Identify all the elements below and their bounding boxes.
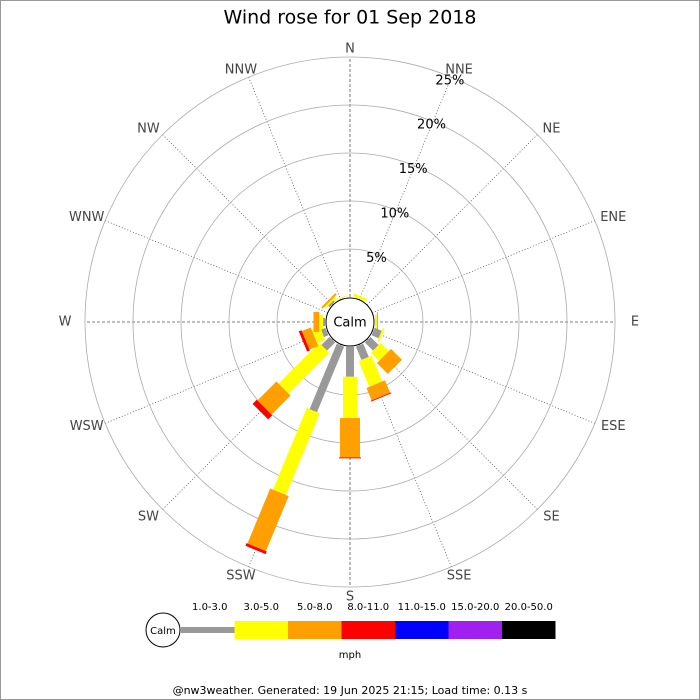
spoke (349, 321, 452, 567)
bars (245, 293, 402, 555)
bar-segment (319, 315, 324, 329)
spoke (248, 77, 351, 323)
legend-label: 20.0-50.0 (505, 602, 553, 613)
direction-label: NNW (225, 62, 257, 77)
legend-swatch (341, 621, 395, 639)
bar-segment (278, 342, 330, 394)
bar-segment (301, 327, 319, 350)
r-tick-label: 5% (366, 251, 387, 266)
bar-segment (298, 330, 310, 352)
direction-label: ENE (600, 210, 626, 225)
legend-swatch (448, 621, 502, 639)
direction-label: W (59, 315, 72, 330)
direction-label: SE (543, 510, 559, 525)
direction-label: SW (138, 510, 159, 525)
bar-segment (364, 336, 379, 351)
spoke (105, 321, 351, 424)
ring (132, 104, 568, 540)
bar-segment (377, 328, 385, 342)
direction-label: WNW (69, 210, 105, 225)
bar-segment (313, 312, 320, 332)
r-tick-label: 15% (399, 162, 428, 177)
bar-segment (355, 343, 369, 360)
bar-segment (376, 312, 378, 332)
spoke (162, 134, 351, 323)
bar-segment (247, 488, 289, 552)
bar-segment (343, 376, 357, 419)
bar-segment (272, 408, 320, 496)
spoke (349, 77, 452, 323)
spoke (105, 220, 351, 323)
bar-segment (340, 418, 360, 458)
spoke (349, 321, 538, 510)
bar-segment (358, 355, 383, 387)
legend: Calm mph 1.0-3.0 3.0-5.0 5.0-8.0 8.0-11.0 11… (145, 602, 556, 661)
bar-segment (366, 380, 391, 401)
bar-segment (370, 392, 392, 402)
legend-units: mph (339, 650, 361, 661)
direction-label: ESE (601, 419, 626, 434)
legend-swatch (181, 627, 235, 633)
legend-label: 3.0-5.0 (244, 602, 279, 613)
legend-label: 8.0-11.0 (347, 602, 389, 613)
direction-label: NW (137, 121, 160, 136)
direction-label: N (345, 42, 355, 57)
direction-label: WSW (70, 419, 104, 434)
direction-label: SSE (447, 569, 472, 584)
bar-segment (346, 347, 354, 377)
footer: @nw3weather. Generated: 19 Jun 2025 21:1… (173, 684, 528, 697)
spoke (349, 134, 538, 323)
bar-segment (321, 293, 337, 309)
legend-label: 11.0-15.0 (398, 602, 446, 613)
bar-segment (375, 315, 377, 329)
direction-label: NNE (445, 62, 473, 77)
bar-segment (376, 348, 402, 374)
r-tick-label: 25% (435, 73, 464, 88)
r-tick-label: 10% (380, 206, 409, 221)
legend-calm (145, 612, 181, 648)
bar-segment (333, 295, 347, 302)
legend-label: 15.0-20.0 (451, 602, 499, 613)
bar-segment (339, 457, 361, 459)
calm-label: Calm (333, 316, 366, 331)
direction-label: E (631, 315, 639, 330)
bar-segment (309, 343, 345, 413)
spoke (349, 321, 595, 424)
bar-segment (371, 327, 382, 339)
calm-circle (325, 297, 375, 347)
legend-label: 5.0-8.0 (297, 602, 332, 613)
direction-label: NE (543, 121, 561, 136)
bar-segment (245, 543, 267, 555)
bar-segment (370, 342, 389, 361)
spoke (162, 321, 351, 510)
direction-label: SSW (226, 569, 256, 584)
r-tick-label: 20% (417, 118, 446, 133)
bar-segment (323, 318, 325, 326)
bar-segment (252, 399, 273, 420)
bar-segment (257, 381, 291, 415)
legend-swatch (234, 621, 288, 639)
legend-label: 1.0-3.0 (192, 602, 227, 613)
legend-calm-label: Calm (150, 626, 176, 637)
direction-label: S (346, 590, 354, 605)
bar-segment (321, 336, 336, 351)
legend-swatch (502, 621, 556, 639)
legend-swatch (288, 621, 342, 639)
ring (84, 56, 616, 588)
chart-title: Wind rose for 01 Sep 2018 (223, 7, 476, 29)
bar-segment (353, 293, 368, 302)
bar-segment (328, 300, 336, 308)
spoke (349, 220, 595, 323)
bar-segment (320, 327, 329, 338)
ring (180, 152, 520, 492)
legend-swatch (395, 621, 449, 639)
bar-segment (324, 296, 336, 308)
